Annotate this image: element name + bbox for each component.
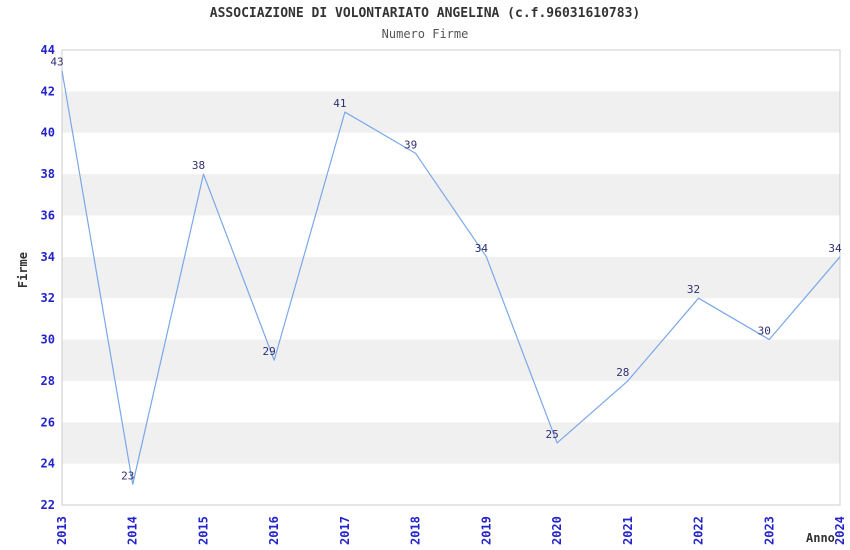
y-tick-label: 26	[41, 415, 55, 429]
x-tick-label: 2019	[479, 516, 493, 545]
chart-title: ASSOCIAZIONE DI VOLONTARIATO ANGELINA (c…	[209, 6, 641, 21]
plot-band	[62, 339, 840, 381]
y-tick-label: 44	[41, 43, 55, 57]
point-label: 43	[50, 56, 63, 69]
x-tick-label: 2015	[196, 516, 210, 545]
plot-band	[62, 298, 840, 340]
plot-border	[61, 49, 841, 506]
x-tick-label: 2017	[338, 516, 352, 545]
y-tick-label: 42	[41, 84, 55, 98]
x-tick-label: 2022	[692, 516, 706, 545]
x-tick-label: 2018	[409, 516, 423, 545]
point-label: 41	[333, 97, 346, 110]
plot-band	[62, 50, 840, 92]
y-tick-label: 40	[41, 126, 55, 140]
chart-subtitle: Numero Firme	[381, 27, 469, 41]
x-tick-label: 2023	[762, 516, 776, 545]
x-tick-label: 2020	[550, 516, 564, 545]
point-label: 38	[192, 159, 205, 172]
x-tick-label: 2014	[126, 516, 140, 545]
y-tick-label: 32	[41, 291, 55, 305]
point-label: 34	[475, 242, 489, 255]
x-tick-label: 2016	[267, 516, 281, 545]
point-label: 34	[828, 242, 842, 255]
plot-band	[62, 422, 840, 464]
x-tick-label: 2013	[55, 516, 69, 545]
plot-band	[62, 380, 840, 423]
y-tick-label: 36	[41, 208, 55, 222]
x-tick-label: 2021	[621, 516, 635, 545]
data-line	[61, 70, 841, 485]
point-label: 30	[758, 325, 771, 338]
point-label: 29	[263, 345, 276, 358]
point-label: 39	[404, 138, 417, 151]
point-label: 32	[687, 283, 700, 296]
point-label: 25	[545, 428, 558, 441]
plot-band	[62, 174, 840, 216]
plot-band	[62, 256, 840, 299]
y-tick-label: 34	[41, 250, 55, 264]
y-tick-label: 24	[41, 457, 55, 471]
y-tick-label: 38	[41, 167, 55, 181]
plot-band	[62, 463, 840, 505]
point-label: 23	[121, 469, 134, 482]
y-tick-label: 22	[41, 498, 55, 512]
x-axis-title: Anno	[806, 531, 835, 545]
plot-band	[62, 215, 840, 257]
y-tick-label: 30	[41, 333, 55, 347]
plot-band	[62, 132, 840, 175]
point-label: 28	[616, 366, 629, 379]
y-tick-label: 28	[41, 374, 55, 388]
plot-band	[62, 91, 840, 133]
x-tick-label: 2024	[833, 516, 847, 545]
